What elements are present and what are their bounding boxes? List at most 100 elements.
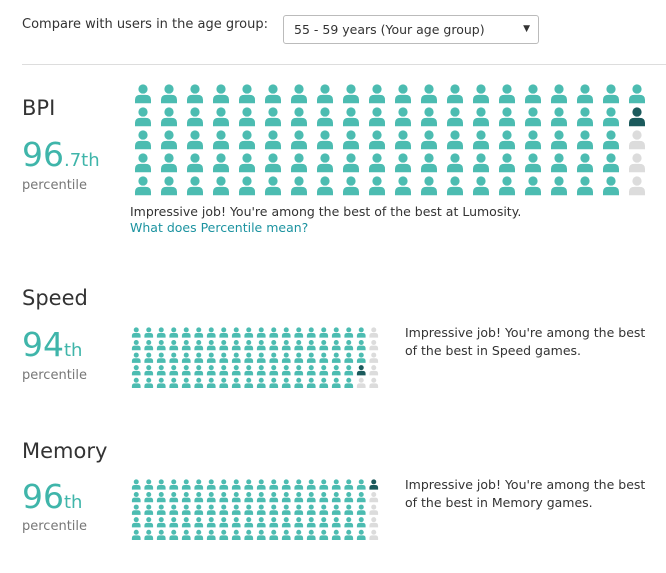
person-icon xyxy=(499,84,515,104)
person-icon xyxy=(269,352,279,363)
person-icon xyxy=(473,84,489,104)
age-group-select[interactable]: 55 - 59 years (Your age group) ▼ xyxy=(283,15,539,44)
person-icon xyxy=(344,365,354,376)
person-icon xyxy=(551,153,567,173)
person-icon xyxy=(344,504,354,515)
percentile-link[interactable]: What does Percentile mean? xyxy=(130,220,309,235)
person-icon xyxy=(447,130,463,150)
person-icon xyxy=(194,377,204,389)
person-icon xyxy=(525,130,541,150)
person-icon xyxy=(306,517,316,528)
person-icon xyxy=(156,352,166,363)
person-icon xyxy=(291,153,307,173)
person-icon xyxy=(194,491,204,503)
person-icon xyxy=(131,491,141,503)
person-icon xyxy=(603,153,619,173)
person-icon xyxy=(269,504,279,515)
person-icon xyxy=(206,352,216,363)
person-icon xyxy=(344,377,354,389)
person-icon xyxy=(231,365,241,376)
person-icon xyxy=(194,504,204,515)
person-icon xyxy=(144,504,154,515)
person-icon xyxy=(269,377,279,389)
score-main: 96 xyxy=(22,477,64,516)
person-icon xyxy=(194,327,204,338)
person-icon xyxy=(256,365,266,376)
person-icon xyxy=(306,339,316,351)
person-icon xyxy=(244,377,254,389)
person-icon xyxy=(265,130,281,150)
person-icon xyxy=(294,479,304,490)
message-line: Impressive job! You're among the best xyxy=(405,325,646,340)
person-icon xyxy=(331,504,341,515)
person-icon xyxy=(499,176,515,196)
person-icon xyxy=(356,352,366,363)
person-icon xyxy=(291,176,307,196)
person-icon xyxy=(135,153,151,173)
person-icon xyxy=(269,339,279,351)
person-icon xyxy=(306,504,316,515)
person-icon xyxy=(219,339,229,351)
person-icon xyxy=(231,339,241,351)
person-icon xyxy=(144,491,154,503)
person-icon xyxy=(161,84,177,104)
person-icon xyxy=(369,352,379,363)
percentile-grid xyxy=(131,479,379,541)
message-line: Impressive job! You're among the best xyxy=(405,477,646,492)
person-icon xyxy=(213,176,229,196)
person-icon xyxy=(356,504,366,515)
you-icon xyxy=(629,107,645,127)
person-icon xyxy=(206,529,216,541)
person-icon xyxy=(269,327,279,338)
person-icon xyxy=(156,327,166,338)
person-icon xyxy=(169,377,179,389)
section-name: BPI xyxy=(22,96,56,120)
person-icon xyxy=(344,327,354,338)
person-icon xyxy=(206,339,216,351)
person-icon xyxy=(291,107,307,127)
person-icon xyxy=(344,529,354,541)
person-icon xyxy=(317,107,333,127)
person-icon xyxy=(281,339,291,351)
person-icon xyxy=(499,153,515,173)
person-icon xyxy=(156,339,166,351)
person-icon xyxy=(525,107,541,127)
person-icon xyxy=(187,153,203,173)
person-icon xyxy=(319,529,329,541)
person-icon xyxy=(265,84,281,104)
person-icon xyxy=(187,107,203,127)
person-icon xyxy=(525,84,541,104)
person-icon xyxy=(317,130,333,150)
person-icon xyxy=(473,176,489,196)
person-icon xyxy=(331,365,341,376)
person-icon xyxy=(194,339,204,351)
person-icon xyxy=(181,529,191,541)
person-icon xyxy=(473,107,489,127)
section-score: 96.7th xyxy=(22,135,100,174)
person-icon xyxy=(447,107,463,127)
person-icon xyxy=(319,517,329,528)
person-icon xyxy=(269,365,279,376)
person-icon xyxy=(395,107,411,127)
score-suffix: th xyxy=(64,340,83,361)
person-icon xyxy=(256,491,266,503)
person-icon xyxy=(144,339,154,351)
person-icon xyxy=(306,352,316,363)
person-icon xyxy=(294,365,304,376)
person-icon xyxy=(551,130,567,150)
you-icon xyxy=(356,365,366,376)
person-icon xyxy=(244,491,254,503)
person-icon xyxy=(294,327,304,338)
person-icon xyxy=(577,153,593,173)
person-icon xyxy=(131,339,141,351)
person-icon xyxy=(629,153,645,173)
person-icon xyxy=(213,153,229,173)
person-icon xyxy=(256,529,266,541)
person-icon xyxy=(244,339,254,351)
compare-label: Compare with users in the age group: xyxy=(22,17,269,32)
person-icon xyxy=(294,517,304,528)
person-icon xyxy=(169,517,179,528)
person-icon xyxy=(317,176,333,196)
person-icon xyxy=(343,107,359,127)
person-icon xyxy=(181,352,191,363)
